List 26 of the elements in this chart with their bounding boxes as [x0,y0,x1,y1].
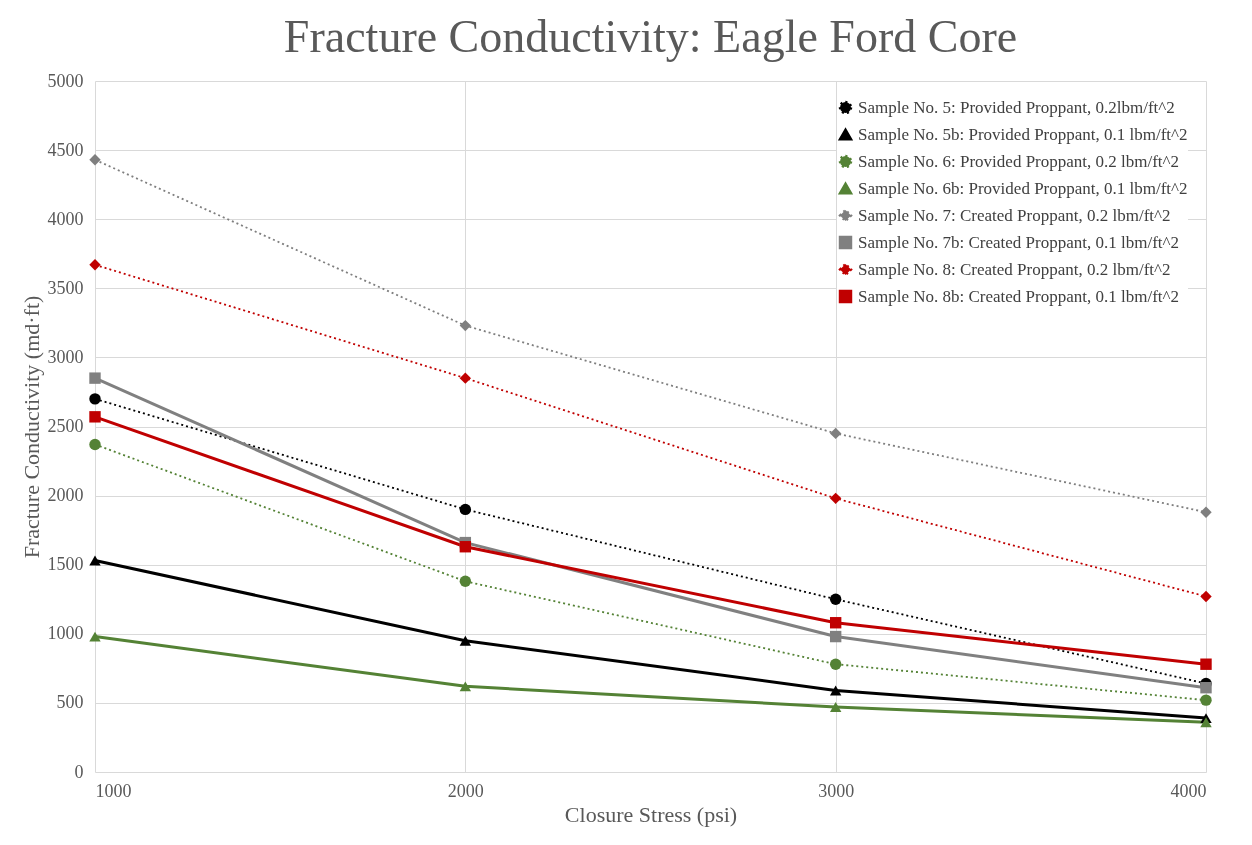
x-tick-label: 4000 [1170,780,1207,801]
legend-label: Sample No. 8: Created Proppant, 0.2 lbm/ft^2 [858,259,1171,279]
x-tick-label: 2000 [447,780,484,801]
legend-label: Sample No. 7b: Created Proppant, 0.1 lbm/ft^2 [858,232,1180,252]
legend-label: Sample No. 5: Provided Proppant, 0.2lbm/ft^2 [858,97,1175,117]
y-tick-label: 2000 [47,485,84,506]
y-tick-label: 500 [56,692,84,713]
y-tick-label: 2500 [47,416,84,436]
y-tick-label: 4500 [47,139,84,160]
y-tick-label: 0 [74,761,84,782]
y-tick-label: 3500 [47,277,84,298]
y-tick-label: 4000 [47,208,84,229]
y-tick-label: 1500 [47,554,84,575]
legend-label: Sample No. 7: Created Proppant, 0.2 lbm/ft^2 [858,205,1171,225]
chart-title: Fracture Conductivity: Eagle Ford Core [283,11,1018,62]
legend-label: Sample No. 6b: Provided Proppant, 0.1 lbm/ft^2 [858,178,1188,198]
legend-label: Sample No. 6: Provided Proppant, 0.2 lbm/ft^2 [858,151,1180,171]
legend-label: Sample No. 5b: Provided Proppant, 0.1 lbm/ft^2 [858,124,1188,144]
y-tick-label: 5000 [47,70,84,91]
y-tick-label: 1000 [47,623,84,644]
y-tick-label: 3000 [47,346,84,367]
legend-label: Sample No. 8b: Created Proppant, 0.1 lbm/ft^2 [858,286,1180,306]
y-axis-title: Fracture Conductivity (md·ft) [18,295,44,559]
x-axis-title: Closure Stress (psi) [564,801,738,827]
x-tick-label: 3000 [818,780,855,801]
x-tick-label: 1000 [95,780,132,801]
